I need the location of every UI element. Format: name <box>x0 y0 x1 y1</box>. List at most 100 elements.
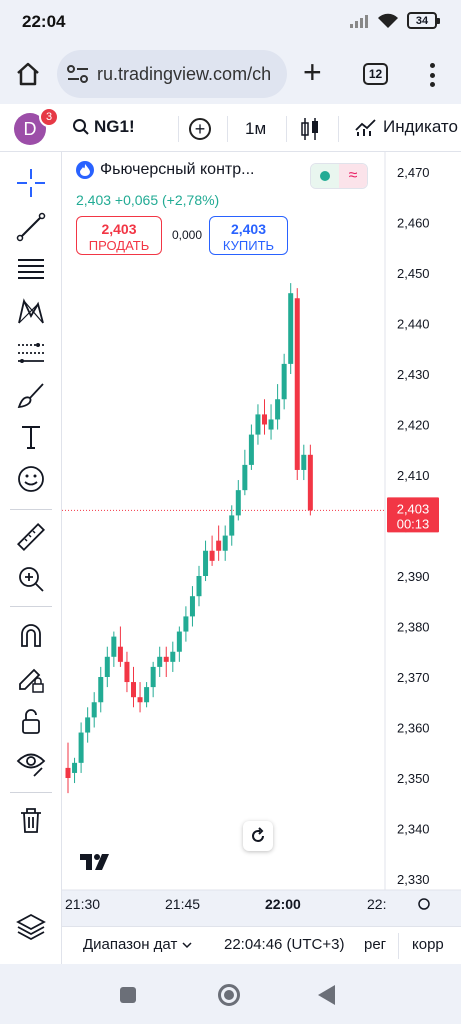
magnet-icon <box>21 624 41 647</box>
candle-body <box>209 550 215 561</box>
zoom-tool[interactable] <box>14 562 48 596</box>
hide-tool[interactable] <box>14 746 48 780</box>
y-tick-label: 2,380 <box>397 620 430 635</box>
trash-icon <box>21 808 41 833</box>
candle-body <box>262 414 267 425</box>
fib-retracement-icon <box>18 259 44 279</box>
delayed-data-icon[interactable]: ≈ <box>339 164 367 188</box>
candle-body <box>157 656 163 667</box>
candle-body <box>98 677 104 703</box>
magnet-tool[interactable] <box>14 618 48 652</box>
back-button[interactable] <box>318 985 335 1005</box>
avatar[interactable]: D <box>14 113 46 145</box>
lock-drawings-tool[interactable] <box>14 662 48 696</box>
candle-body <box>301 454 307 470</box>
tab-switcher-button[interactable]: 12 <box>363 63 388 85</box>
battery-icon: 34 <box>407 12 440 29</box>
reset-chart-button[interactable] <box>243 821 273 851</box>
candle-body <box>144 687 150 703</box>
tradingview-logo[interactable] <box>80 852 116 872</box>
remove-drawings-tool[interactable] <box>14 803 48 837</box>
reset-icon <box>252 827 264 842</box>
url-text: ru.tradingview.com/ch <box>97 63 272 84</box>
session-button[interactable]: рег <box>364 936 387 953</box>
candle-body <box>268 419 274 430</box>
zoom-in-icon <box>19 567 44 592</box>
x-tick-label: 22: <box>367 896 386 912</box>
prediction-icon <box>18 343 44 363</box>
site-settings-icon[interactable] <box>67 65 89 83</box>
symbol-search-button[interactable]: NG1! <box>72 117 135 137</box>
buy-price: 2,403 <box>230 221 267 237</box>
candle-body <box>196 576 202 597</box>
status-time: 22:04 <box>22 12 66 31</box>
candle-body <box>281 363 287 400</box>
y-tick-label: 2,350 <box>397 771 430 786</box>
x-tick-label: 22:00 <box>265 896 301 912</box>
candle-body <box>72 762 78 773</box>
lock-icon <box>22 709 40 734</box>
x-tick-label: 21:30 <box>65 896 100 912</box>
last-price-label: 2,403 <box>397 501 430 516</box>
candle-body <box>222 535 228 551</box>
adjust-button[interactable]: корр <box>412 936 444 953</box>
trend-line-icon <box>16 212 46 242</box>
legend-title[interactable]: Фьючерсный контр... <box>100 161 255 178</box>
candle-body <box>183 616 189 632</box>
lock-tool[interactable] <box>14 704 48 738</box>
android-nav-bar <box>0 964 461 1024</box>
url-bar[interactable]: ru.tradingview.com/ch <box>57 50 287 98</box>
candle-body <box>137 697 143 703</box>
candles-icon[interactable] <box>300 116 320 142</box>
lock-drawing-icon <box>19 668 44 693</box>
y-tick-label: 2,360 <box>397 721 430 736</box>
browser-menu-button[interactable] <box>425 61 439 89</box>
candle-body <box>85 717 91 733</box>
layers-icon[interactable] <box>16 912 46 942</box>
indicators-button[interactable]: Индикато <box>355 117 458 137</box>
candle-body <box>91 702 97 718</box>
pattern-tool[interactable] <box>14 294 48 328</box>
status-bar: 22:04 34 <box>0 0 461 44</box>
fib-tool[interactable] <box>14 252 48 286</box>
y-tick-label: 2,460 <box>397 216 430 231</box>
ruler-tool[interactable] <box>14 520 48 554</box>
drawing-toolbar <box>0 152 62 964</box>
candle-body <box>131 682 136 698</box>
candle-body <box>216 540 222 551</box>
wifi-icon <box>378 13 398 28</box>
price-chart[interactable]: 2,4702,4602,4502,4402,4302,4202,4102,400… <box>0 0 461 964</box>
date-range-button[interactable]: Диапазон дат <box>83 936 192 953</box>
emoji-tool[interactable] <box>14 462 48 496</box>
sell-button[interactable]: 2,403 ПРОДАТЬ <box>76 216 162 255</box>
chart-legend: Фьючерсный контр... ≈ 2,403 +0,065 (+2,7… <box>76 161 376 255</box>
text-tool[interactable] <box>14 420 48 454</box>
y-tick-label: 2,390 <box>397 569 430 584</box>
buy-label: КУПИТЬ <box>222 238 275 253</box>
chart-top-toolbar: D 3 NG1! + 1м Индикато <box>0 104 461 152</box>
y-tick-label: 2,340 <box>397 822 430 837</box>
buy-button[interactable]: 2,403 КУПИТЬ <box>209 216 288 255</box>
candle-body <box>104 656 110 677</box>
prediction-tool[interactable] <box>14 336 48 370</box>
x-tick-label: 21:45 <box>165 896 200 912</box>
new-tab-button[interactable]: + <box>303 54 322 90</box>
ruler-icon <box>16 522 46 552</box>
candle-body <box>163 656 169 662</box>
compare-symbol-button[interactable]: + <box>189 118 211 140</box>
brush-tool[interactable] <box>14 378 48 412</box>
recents-button[interactable] <box>120 987 136 1003</box>
timezone-button[interactable]: 22:04:46 (UTC+3) <box>224 936 345 953</box>
candle-body <box>124 661 130 683</box>
interval-button[interactable]: 1м <box>245 119 267 138</box>
crosshair-tool[interactable] <box>14 166 48 200</box>
trend-line-tool[interactable] <box>14 210 48 244</box>
candle-body <box>78 732 84 763</box>
market-status-icon[interactable] <box>311 164 339 188</box>
home-button[interactable] <box>218 984 240 1006</box>
sell-label: ПРОДАТЬ <box>88 238 150 253</box>
y-tick-label: 2,370 <box>397 670 430 685</box>
candle-body <box>248 434 254 465</box>
home-icon[interactable] <box>14 60 42 88</box>
sell-price: 2,403 <box>101 221 137 237</box>
